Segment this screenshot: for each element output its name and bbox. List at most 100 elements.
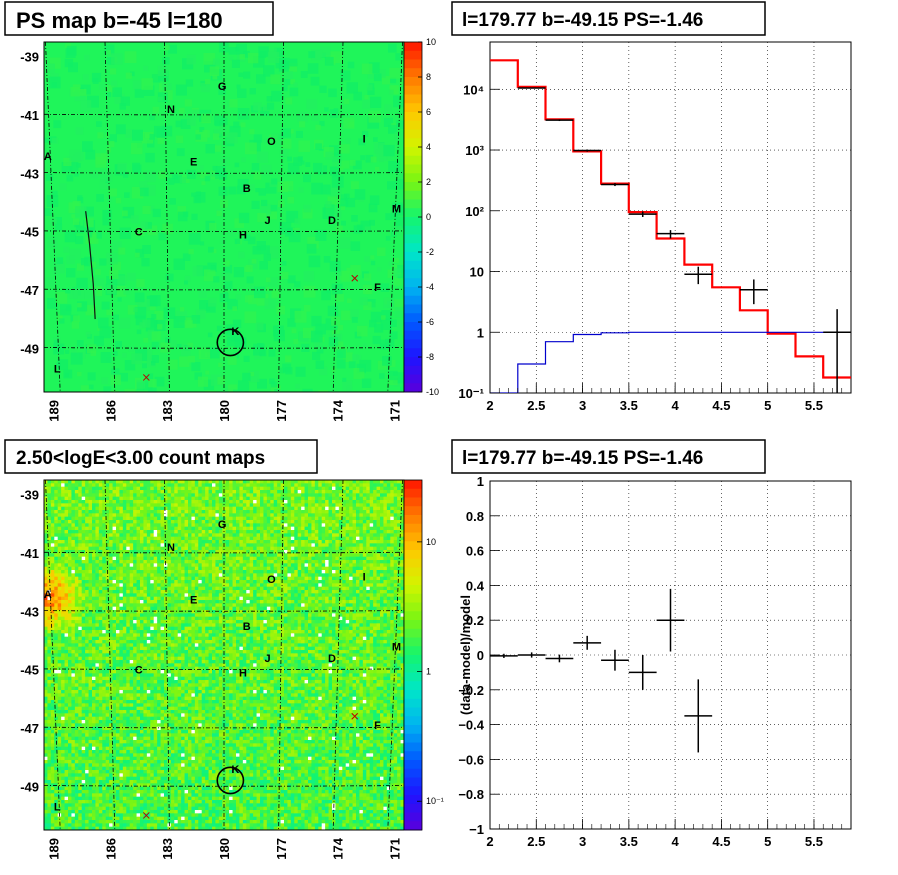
- ps-map-coordinate-grid: [44, 42, 404, 392]
- count-map-pixel: [71, 580, 76, 584]
- count-map-pixel: [133, 493, 137, 498]
- count-map-pixel: [143, 570, 148, 574]
- count-map-pixel: [170, 643, 175, 648]
- ps-map-pixel: [284, 71, 293, 80]
- count-map-pixel: [122, 766, 127, 771]
- count-map-pixel: [157, 596, 161, 601]
- count-map-pixel: [105, 606, 110, 611]
- ps-map-pixel: [87, 372, 96, 381]
- count-map-pixel: [129, 646, 134, 651]
- ps-map-pixel: [209, 66, 220, 76]
- count-map-pixel: [85, 526, 89, 531]
- count-map-pixel: [164, 753, 168, 758]
- count-map-pixel: [50, 660, 55, 664]
- ps-map-pixel: [248, 259, 258, 269]
- count-map-pixel: [126, 516, 131, 521]
- count-map-pixel: [54, 640, 59, 644]
- count-map-pixel: [68, 606, 72, 611]
- count-map-pixel: [44, 640, 48, 644]
- count-map-pixel: [61, 573, 65, 578]
- count-map-pixel: [136, 530, 141, 534]
- count-map-pixel: [85, 626, 89, 631]
- count-map-pixel: [129, 706, 134, 711]
- count-map-pixel: [61, 810, 65, 814]
- count-map-pixel: [116, 623, 120, 628]
- count-map-pixel: [170, 680, 175, 684]
- count-map-pixel: [160, 650, 165, 654]
- count-map-pixel: [44, 580, 48, 584]
- count-map-pixel: [61, 566, 65, 571]
- count-map-pixel: [98, 773, 103, 778]
- count-map-pixel: [64, 790, 69, 794]
- count-map-pixel: [146, 483, 151, 488]
- count-map-pixel: [126, 550, 131, 554]
- count-map-pixel: [61, 560, 65, 564]
- ps-map-dark-streak: [85, 211, 96, 320]
- count-map-pixel: [68, 480, 72, 484]
- ps-map-pixel: [295, 383, 300, 389]
- count-map-pixel: [81, 746, 86, 751]
- count-map-pixel: [133, 660, 137, 664]
- count-map-pixel: [102, 793, 107, 798]
- count-map-pixel: [57, 773, 62, 778]
- count-map-pixel: [88, 683, 93, 688]
- count-map-pixel: [68, 683, 72, 688]
- count-map-pixel: [157, 496, 161, 501]
- count-map-pixel: [146, 620, 151, 624]
- count-map-pixel: [81, 576, 86, 581]
- ps-map-pixel: [203, 53, 216, 65]
- count-map-pixel: [57, 600, 62, 604]
- count-map-pixel: [102, 556, 107, 561]
- count-map-pixel: [170, 636, 175, 641]
- count-map-pixel: [47, 733, 52, 738]
- count-map-pixel: [109, 596, 113, 601]
- count-map-pixel: [50, 763, 55, 768]
- count-map-pixel: [47, 820, 52, 824]
- count-map-pixel: [57, 496, 62, 501]
- count-map-pixel: [160, 543, 165, 548]
- count-map-pixel: [88, 640, 93, 644]
- count-map-pixel: [105, 770, 110, 774]
- count-map-pixel: [102, 653, 107, 658]
- count-map-pixel: [64, 736, 69, 741]
- count-map-pixel: [54, 613, 59, 618]
- ps-map-pixel: [76, 340, 84, 347]
- count-map-pixel: [160, 780, 165, 784]
- count-map-pixel: [129, 500, 134, 504]
- count-map-pixel: [95, 676, 100, 681]
- count-map-pixel: [102, 636, 107, 641]
- count-map-pixel: [140, 726, 144, 731]
- count-map-pixel: [150, 543, 155, 548]
- count-map-pixel: [95, 686, 100, 691]
- count-map-pixel: [74, 673, 79, 678]
- count-map-pixel: [112, 733, 117, 738]
- count-map-pixel: [92, 646, 96, 651]
- count-map-pixel: [44, 823, 48, 828]
- count-map-pixel: [88, 556, 93, 561]
- count-map-pixel: [133, 723, 137, 728]
- count-map-pixel: [143, 776, 148, 781]
- count-map-pixel: [109, 563, 113, 568]
- count-map-pixel: [119, 660, 124, 664]
- count-map-pixel: [61, 813, 65, 818]
- ps-map-pixel: [106, 284, 116, 294]
- count-map-pixel: [157, 593, 161, 598]
- count-map-pixel: [170, 506, 175, 511]
- count-map-pixel: [109, 606, 113, 611]
- ps-map-pixel: [285, 356, 292, 363]
- count-map-pixel: [140, 816, 144, 821]
- count-map-pixel: [95, 696, 100, 701]
- count-map-pixel: [57, 743, 62, 748]
- count-map-pixel: [98, 766, 103, 771]
- count-map-pixel: [126, 780, 131, 784]
- ps-map-pixel: [218, 186, 228, 196]
- ps-map-pixel: [270, 74, 281, 85]
- count-map-pixel: [71, 820, 76, 824]
- count-map-pixel: [136, 556, 141, 561]
- count-map-pixel: [105, 593, 110, 598]
- count-map-pixel: [157, 663, 161, 668]
- count-map-pixel: [167, 503, 172, 508]
- count-map-pixel: [50, 823, 55, 828]
- ps-map-pixel: [115, 198, 122, 204]
- count-map-pixel: [153, 716, 158, 721]
